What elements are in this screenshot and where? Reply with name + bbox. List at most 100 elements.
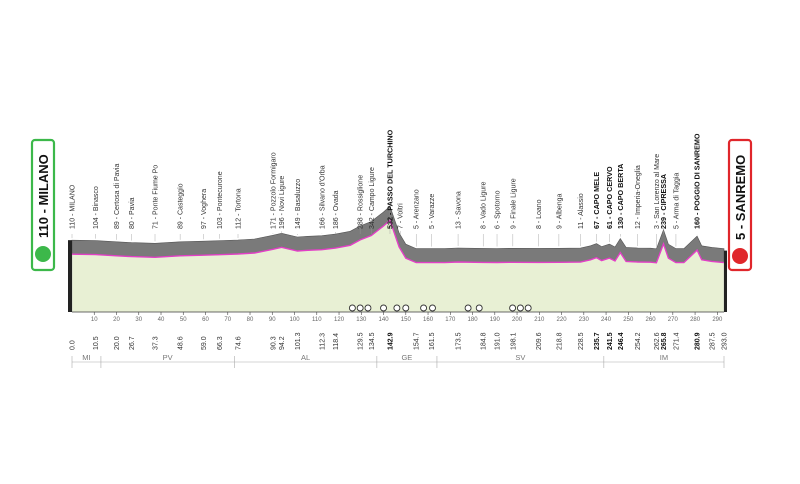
location-label-1: 104 - Binasco: [93, 186, 100, 229]
tunnel-icon-1: [356, 304, 364, 312]
x-tick-label-23: 240: [601, 317, 612, 323]
location-label-26: 11 - Alassio: [578, 193, 585, 229]
start-label: 110 - MILANO: [36, 154, 51, 238]
location-km-3: 26.7: [129, 336, 136, 350]
x-tick-label-9: 100: [290, 317, 301, 323]
start-jersey-icon: [35, 246, 51, 262]
location-km-21: 184.8: [481, 332, 488, 350]
location-km-1: 10.5: [93, 336, 100, 350]
x-tick-label-28: 290: [712, 317, 723, 323]
location-km-16: 142.9: [387, 332, 394, 350]
x-tick-label-22: 230: [579, 317, 590, 323]
start-marker: [68, 240, 72, 312]
location-km-15: 134.5: [369, 332, 376, 350]
location-km-36: 293.0: [722, 332, 729, 350]
tunnel-icon-10: [509, 304, 517, 312]
location-km-34: 280.9: [695, 332, 702, 350]
location-km-22: 191.0: [495, 332, 502, 350]
tunnel-icon-0: [348, 304, 356, 312]
location-km-6: 59.0: [201, 336, 208, 350]
x-tick-label-4: 50: [180, 317, 187, 323]
province-IM: IM: [660, 353, 668, 362]
finish-marker: [724, 250, 727, 312]
location-label-17: 7 - Voltri: [398, 203, 405, 229]
finish-label: 5 - SANREMO: [733, 155, 748, 240]
tunnel-icon-5: [402, 304, 410, 312]
location-label-2: 89 - Certosa di Pavia: [114, 164, 121, 229]
location-km-18: 154.7: [414, 332, 421, 350]
x-tick-label-16: 170: [445, 317, 456, 323]
location-label-21: 8 - Vado Ligure: [481, 182, 488, 229]
location-label-9: 171 - Pozzolo Formigaro: [270, 152, 277, 229]
finish-badge-frame: [727, 138, 753, 272]
location-label-18: 5 - Arenzano: [414, 189, 421, 229]
tunnel-icon-6: [420, 304, 428, 312]
x-tick-label-11: 120: [334, 317, 345, 323]
tunnel-icon-9: [475, 304, 483, 312]
location-label-12: 166 - Silvano d'Orba: [319, 165, 326, 229]
location-km-0: 0.0: [70, 340, 77, 350]
x-tick-label-18: 190: [490, 317, 501, 323]
start-badge-frame: [30, 138, 56, 272]
location-km-27: 235.7: [594, 332, 601, 350]
tunnel-icon-3: [380, 304, 387, 312]
location-label-8: 112 - Tortona: [236, 188, 243, 229]
x-tick-label-1: 20: [113, 317, 120, 323]
location-km-13: 118.4: [333, 333, 340, 350]
x-tick-label-5: 60: [202, 317, 209, 323]
x-tick-label-13: 140: [379, 317, 390, 323]
tunnel-icon-8: [464, 304, 472, 312]
start-badge: 110 - MILANO: [30, 138, 56, 272]
location-label-3: 80 - Pavia: [129, 197, 136, 229]
x-tick-label-19: 200: [512, 317, 523, 323]
province-SV: SV: [515, 353, 525, 362]
location-km-8: 74.6: [236, 336, 243, 350]
tunnel-icon-11: [516, 304, 524, 312]
location-label-31: 3 - San Lorenzo al Mare: [654, 154, 661, 229]
location-km-24: 209.6: [536, 332, 543, 350]
location-label-14: 288 - Rossiglione: [358, 175, 365, 229]
province-PV: PV: [163, 353, 173, 362]
location-label-23: 9 - Finale Ligure: [510, 178, 517, 229]
location-km-25: 218.8: [556, 332, 563, 350]
location-label-22: 6 - Spotorno: [495, 190, 502, 229]
x-tick-label-6: 70: [224, 317, 231, 323]
x-tick-label-26: 270: [668, 317, 679, 323]
location-km-28: 241.5: [607, 332, 614, 350]
location-km-2: 20.0: [114, 336, 121, 350]
x-tick-label-2: 30: [135, 317, 142, 323]
location-label-6: 97 - Voghera: [201, 189, 208, 229]
location-label-29: 130 - CAPO BERTA: [616, 164, 625, 229]
location-label-28: 61 - CAPO CERVO: [605, 166, 614, 229]
location-label-30: 12 - Imperia-Oneglia: [635, 165, 642, 229]
location-label-7: 103 - Pontecurone: [217, 171, 224, 229]
tunnel-icon-12: [524, 304, 532, 312]
location-label-11: 149 - Basaluzzo: [295, 179, 302, 229]
location-km-20: 173.5: [456, 332, 463, 350]
location-label-19: 5 - Varazze: [429, 194, 436, 229]
x-tick-label-3: 40: [158, 317, 165, 323]
location-label-0: 110 - MILANO: [70, 184, 77, 229]
location-km-11: 101.3: [295, 332, 302, 350]
finish-jersey-icon: [732, 248, 748, 264]
location-km-19: 161.5: [429, 332, 436, 350]
province-MI: MI: [82, 353, 90, 362]
x-tick-label-0: 10: [91, 317, 98, 323]
location-km-4: 37.3: [153, 336, 160, 350]
route-line: [71, 219, 725, 264]
x-tick-label-10: 110: [312, 317, 322, 323]
tunnel-icon-7: [429, 304, 436, 312]
location-km-12: 112.3: [319, 333, 326, 350]
x-tick-label-17: 180: [468, 317, 479, 323]
location-label-34: 160 - POGGIO DI SANREMO: [693, 133, 702, 229]
province-AL: AL: [301, 353, 310, 362]
x-tick-label-7: 80: [247, 317, 254, 323]
location-label-20: 13 - Savona: [456, 191, 463, 229]
location-label-15: 342 - Campo Ligure: [369, 167, 376, 229]
location-km-5: 48.6: [178, 336, 185, 350]
x-tick-label-21: 220: [557, 317, 568, 323]
x-tick-label-15: 160: [423, 317, 434, 323]
location-km-10: 94.2: [279, 336, 286, 350]
location-label-16: 532 - PASSO DEL TURCHINO: [385, 129, 394, 229]
